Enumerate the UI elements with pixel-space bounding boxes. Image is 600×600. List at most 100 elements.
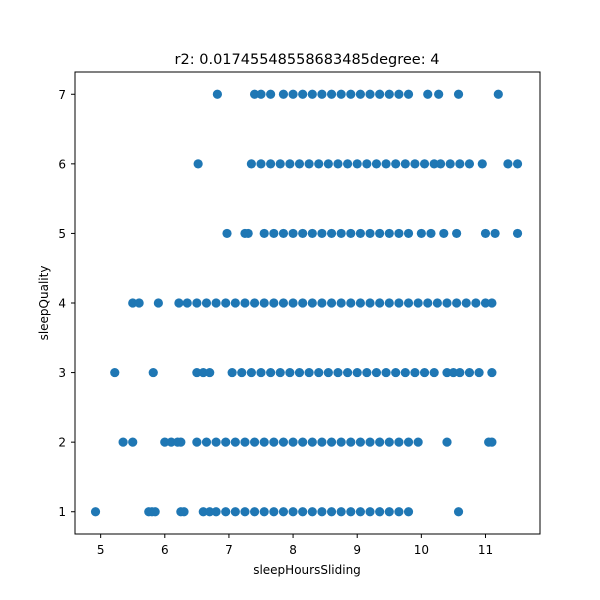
data-point: [298, 507, 308, 517]
x-tick-label: 6: [161, 543, 169, 557]
data-point: [365, 89, 375, 99]
data-point: [490, 228, 500, 239]
data-point: [249, 89, 260, 99]
data-point: [221, 298, 231, 308]
data-point: [259, 228, 269, 239]
data-point: [403, 228, 414, 239]
data-point: [362, 367, 372, 378]
data-point: [294, 367, 305, 378]
data-point: [394, 507, 404, 517]
data-point: [326, 298, 337, 308]
data-point: [266, 89, 276, 99]
data-points: [90, 89, 523, 517]
data-point: [381, 159, 391, 169]
data-point: [298, 89, 308, 99]
data-point: [192, 298, 202, 308]
data-point: [439, 228, 449, 239]
data-point: [128, 298, 138, 308]
data-point: [288, 228, 298, 239]
data-point: [275, 367, 285, 378]
data-point: [298, 298, 308, 308]
data-point: [323, 159, 333, 169]
data-point: [487, 367, 497, 378]
data-point: [419, 159, 430, 169]
data-point: [256, 367, 266, 378]
data-point: [294, 159, 305, 169]
data-point: [160, 437, 170, 447]
data-point: [403, 89, 414, 99]
data-point: [365, 228, 375, 239]
data-point: [285, 367, 295, 378]
data-point: [423, 298, 433, 308]
data-point: [222, 228, 232, 239]
data-point: [394, 437, 404, 447]
data-point: [298, 437, 308, 447]
data-point: [288, 89, 298, 99]
data-point: [198, 507, 208, 517]
data-point: [269, 298, 279, 308]
data-point: [432, 298, 442, 308]
data-point: [240, 298, 250, 308]
data-point: [307, 89, 317, 99]
data-point: [314, 159, 324, 169]
data-point: [288, 507, 298, 517]
data-point: [326, 89, 337, 99]
data-point: [453, 89, 464, 99]
data-point: [365, 298, 375, 308]
data-point: [192, 367, 202, 378]
data-point: [442, 367, 452, 378]
data-point: [375, 89, 385, 99]
data-point: [227, 367, 237, 378]
data-point: [307, 507, 317, 517]
data-point: [269, 507, 279, 517]
data-point: [166, 437, 176, 447]
data-point: [453, 507, 464, 517]
data-point: [275, 159, 285, 169]
data-point: [346, 298, 356, 308]
data-point: [445, 159, 455, 169]
data-point: [256, 89, 266, 99]
data-point: [391, 367, 401, 378]
data-point: [259, 298, 269, 308]
data-point: [461, 298, 471, 308]
data-point: [153, 298, 163, 308]
data-point: [266, 159, 276, 169]
data-point: [403, 507, 414, 517]
data-point: [442, 437, 452, 447]
y-tick-label: 2: [58, 436, 66, 450]
data-point: [304, 367, 314, 378]
data-point: [317, 507, 327, 517]
data-point: [148, 367, 158, 378]
x-tick-label: 11: [478, 543, 493, 557]
data-point: [256, 159, 266, 169]
data-point: [278, 298, 289, 308]
data-point: [317, 437, 327, 447]
data-point: [394, 298, 404, 308]
data-point: [323, 367, 333, 378]
data-point: [192, 437, 202, 447]
data-point: [134, 298, 144, 308]
data-point: [429, 159, 439, 169]
data-point: [212, 89, 222, 99]
data-point: [381, 367, 391, 378]
data-point: [326, 507, 337, 517]
x-axis: 5 6 7 8 9 10 11: [97, 534, 493, 557]
data-point: [355, 89, 366, 99]
data-point: [243, 228, 253, 239]
data-point: [355, 507, 366, 517]
data-point: [269, 228, 279, 239]
data-point: [375, 507, 385, 517]
data-point: [365, 507, 375, 517]
x-tick-label: 7: [225, 543, 233, 557]
data-point: [211, 507, 221, 517]
data-point: [221, 507, 231, 517]
x-tick-label: 10: [414, 543, 429, 557]
data-point: [375, 228, 385, 239]
data-point: [230, 507, 240, 517]
data-point: [298, 228, 308, 239]
data-point: [211, 298, 221, 308]
data-point: [403, 437, 414, 447]
data-point: [464, 159, 475, 169]
y-tick-label: 7: [58, 88, 66, 102]
